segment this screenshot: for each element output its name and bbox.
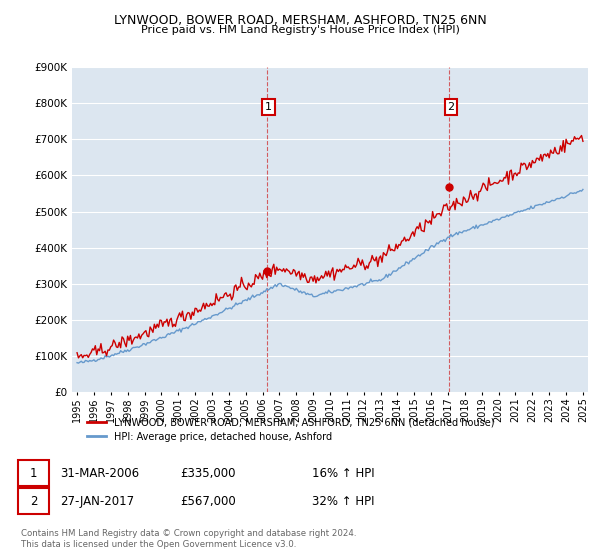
Text: 2: 2 xyxy=(30,494,37,508)
Text: 1: 1 xyxy=(30,466,37,480)
Text: Contains HM Land Registry data © Crown copyright and database right 2024.
This d: Contains HM Land Registry data © Crown c… xyxy=(21,529,356,549)
Text: 27-JAN-2017: 27-JAN-2017 xyxy=(60,494,134,508)
Text: 32% ↑ HPI: 32% ↑ HPI xyxy=(312,494,374,508)
Text: £567,000: £567,000 xyxy=(180,494,236,508)
Text: 31-MAR-2006: 31-MAR-2006 xyxy=(60,466,139,480)
Text: Price paid vs. HM Land Registry's House Price Index (HPI): Price paid vs. HM Land Registry's House … xyxy=(140,25,460,35)
Legend: LYNWOOD, BOWER ROAD, MERSHAM, ASHFORD, TN25 6NN (detached house), HPI: Average p: LYNWOOD, BOWER ROAD, MERSHAM, ASHFORD, T… xyxy=(82,413,499,447)
Text: LYNWOOD, BOWER ROAD, MERSHAM, ASHFORD, TN25 6NN: LYNWOOD, BOWER ROAD, MERSHAM, ASHFORD, T… xyxy=(113,14,487,27)
Text: 1: 1 xyxy=(265,102,272,112)
Text: £335,000: £335,000 xyxy=(180,466,235,480)
Text: 2: 2 xyxy=(448,102,454,112)
Text: 16% ↑ HPI: 16% ↑ HPI xyxy=(312,466,374,480)
